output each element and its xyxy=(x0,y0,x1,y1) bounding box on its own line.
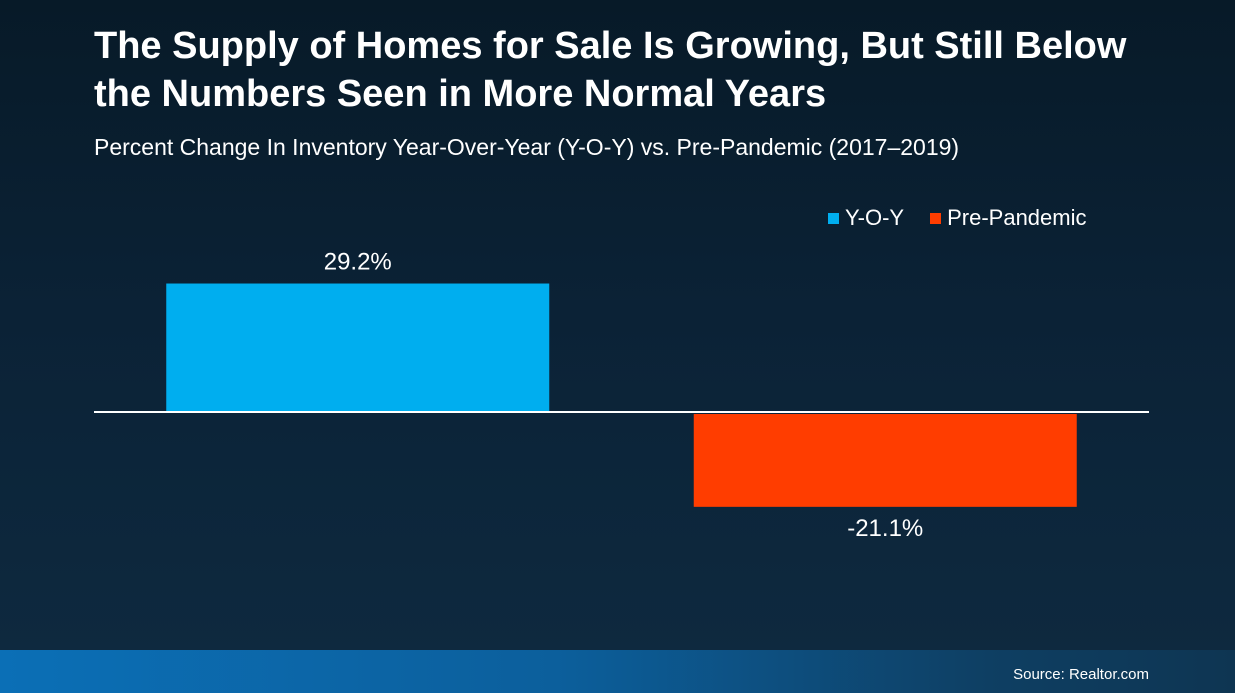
data-label-y-o-y: 29.2% xyxy=(324,249,392,276)
chart-subtitle: Percent Change In Inventory Year-Over-Ye… xyxy=(94,134,960,160)
bar-pre-pandemic xyxy=(693,414,1077,507)
legend-item-yoy: Y-O-Y xyxy=(828,205,904,231)
legend-label-yoy: Y-O-Y xyxy=(845,205,905,230)
legend-label-pre-pandemic: Pre-Pandemic xyxy=(947,205,1087,230)
legend-item-pre-pandemic: Pre-Pandemic xyxy=(930,205,1086,231)
chart-title: The Supply of Homes for Sale Is Growing,… xyxy=(94,25,1127,115)
legend-swatch-yoy xyxy=(828,212,839,224)
bar-chart: 29.2% -21.1% xyxy=(166,249,1077,542)
legend-swatch-pre-pandemic xyxy=(930,212,942,224)
data-label-pre-pandemic: -21.1% xyxy=(847,515,923,542)
chart-legend: Y-O-Y Pre-Pandemic xyxy=(828,205,1112,231)
source-note: Source: Realtor.com xyxy=(1013,666,1149,683)
footer-bar xyxy=(0,650,1235,693)
bar-y-o-y xyxy=(166,283,550,412)
